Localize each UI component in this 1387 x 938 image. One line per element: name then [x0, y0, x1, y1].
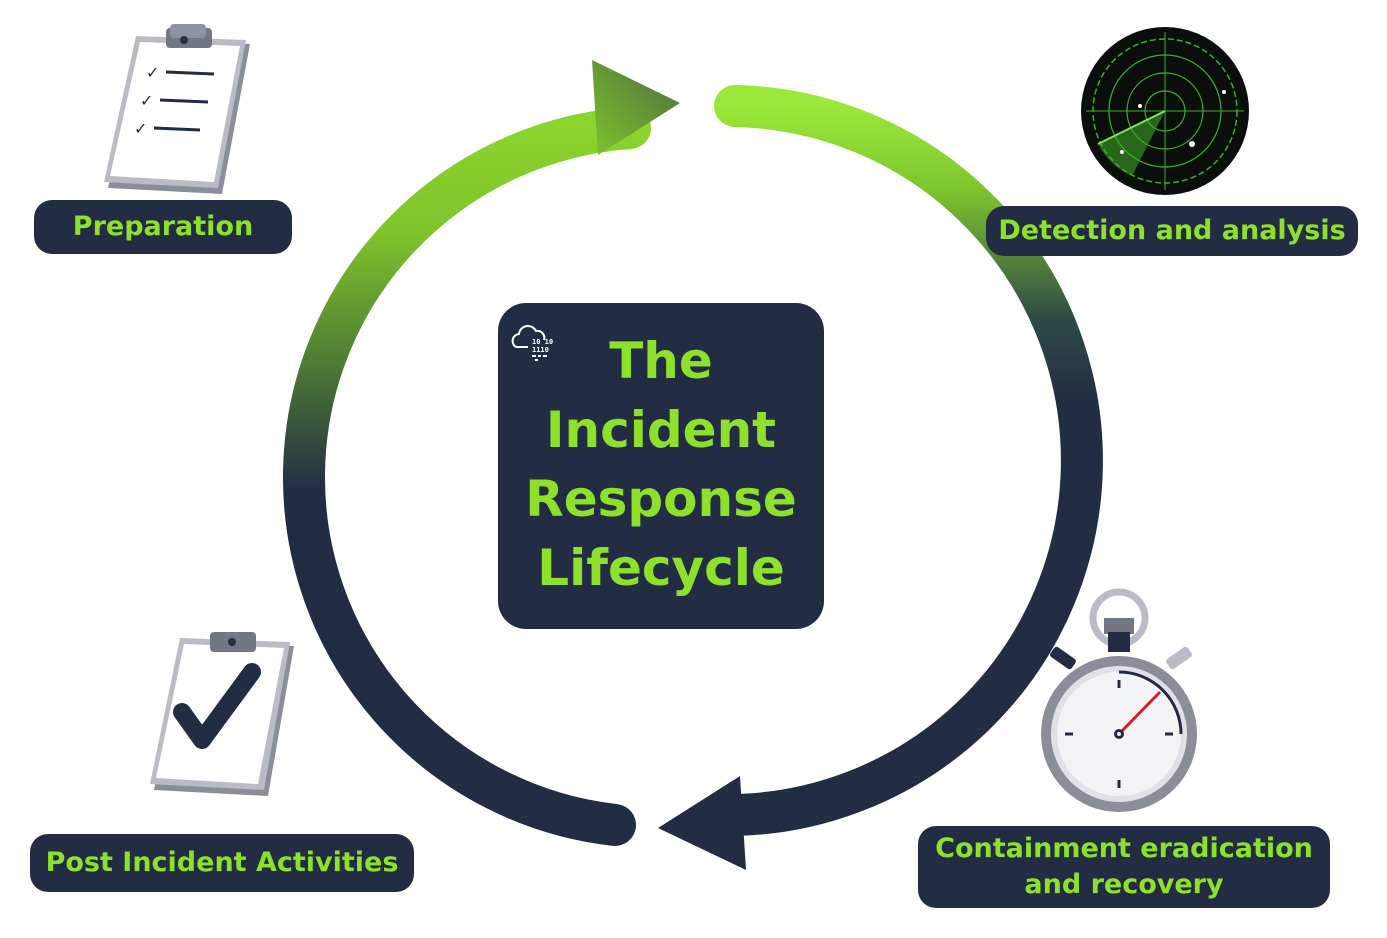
radar-icon: [1081, 27, 1249, 195]
svg-text:✓: ✓: [146, 63, 159, 82]
center-title: The Incident Response Lifecycle: [525, 332, 797, 597]
stage-label-preparation: Preparation: [34, 200, 292, 254]
svg-text:✓: ✓: [140, 91, 153, 110]
stage-label-post-incident: Post Incident Activities: [30, 834, 414, 892]
bottom-arrowhead: [658, 776, 746, 870]
center-title-box: 10 10 1110 The Incident Response Lifecyc…: [498, 303, 824, 629]
left-arc: [282, 107, 651, 846]
top-arrowhead: [592, 60, 680, 155]
clipboard-check-icon: [150, 632, 294, 796]
stage-label-containment: Containment eradication and recovery: [918, 826, 1330, 908]
stopwatch-icon: [1041, 588, 1197, 812]
svg-text:✓: ✓: [134, 119, 147, 138]
cloud-logo-icon: 10 10 1110: [511, 325, 553, 361]
right-arc: [699, 85, 1104, 837]
clipboard-checklist-icon: ✓ ✓ ✓: [104, 24, 250, 194]
logo-text-2: 1110: [532, 346, 549, 354]
logo-text-1: 10 10: [532, 338, 553, 346]
stage-label-detection: Detection and analysis: [986, 206, 1358, 256]
